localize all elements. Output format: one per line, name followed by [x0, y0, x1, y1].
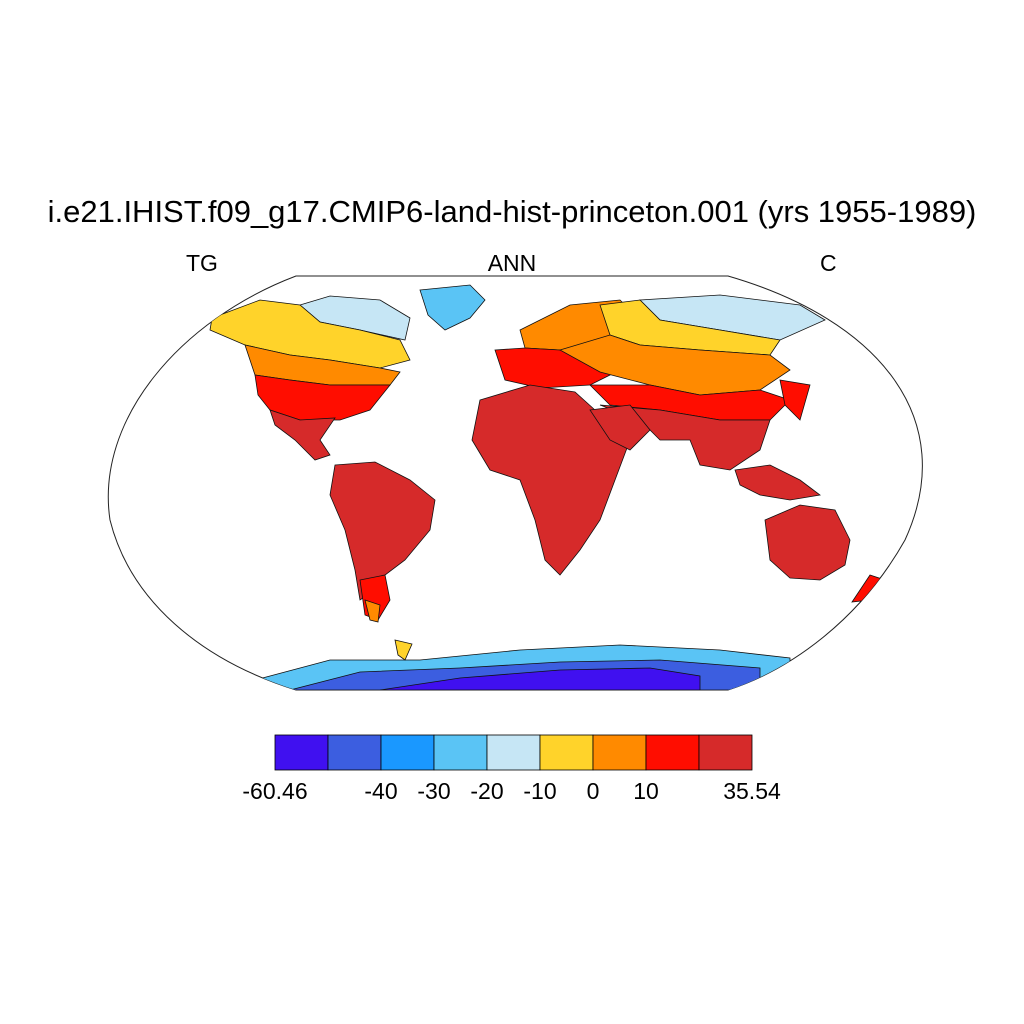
colorbar	[274, 734, 753, 771]
colorbar-swatch	[539, 734, 594, 771]
asia-warm	[589, 384, 791, 421]
colorbar-label: -10	[523, 778, 557, 804]
antarctic-peninsula	[394, 639, 413, 661]
arabia	[589, 404, 651, 451]
greenland	[419, 284, 486, 331]
north-america-warm	[254, 374, 391, 421]
colorbar-swatch	[698, 734, 753, 771]
colorbar-label: -40	[364, 778, 398, 804]
asia-mid	[558, 334, 791, 396]
colorbar-swatch	[592, 734, 647, 771]
colorbar-label: 10	[633, 778, 659, 804]
australia	[764, 504, 851, 581]
colorbar-swatch	[486, 734, 541, 771]
central-america	[269, 409, 336, 461]
southeast-asia-islands	[734, 464, 821, 501]
colorbar-swatch	[274, 734, 329, 771]
antarctica-core	[379, 667, 701, 690]
land-masses	[209, 284, 886, 690]
colorbar-label: -30	[417, 778, 451, 804]
units-label: C	[820, 250, 837, 276]
variable-label: TG	[186, 250, 218, 276]
colorbar-swatch	[645, 734, 700, 771]
colorbar-label: 35.54	[723, 778, 781, 804]
colorbar-label: -60.46	[242, 778, 308, 804]
map-title: i.e21.IHIST.f09_g17.CMIP6-land-hist-prin…	[47, 194, 977, 229]
colorbar-swatch	[433, 734, 488, 771]
colorbar-label: 0	[586, 778, 600, 804]
colorbar-swatch	[327, 734, 382, 771]
east-asia	[779, 379, 811, 421]
season-label: ANN	[487, 250, 537, 276]
colorbar-swatch	[380, 734, 435, 771]
patagonia	[364, 599, 381, 623]
africa	[471, 384, 631, 576]
colorbar-label: -20	[470, 778, 504, 804]
